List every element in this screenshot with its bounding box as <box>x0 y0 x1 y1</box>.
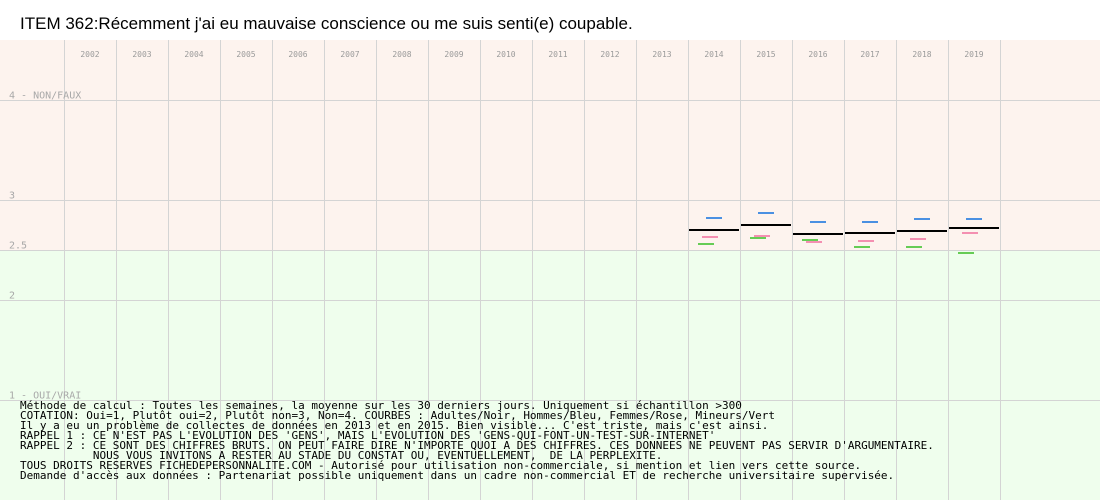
y-tick-label: 4 - NON/FAUX <box>9 91 81 102</box>
year-label-2017: 2017 <box>860 50 879 59</box>
year-label-2004: 2004 <box>184 50 203 59</box>
year-label-2009: 2009 <box>444 50 463 59</box>
note-rappel-2-cont: NOUS VOUS INVITONS A RESTER AU STADE DU … <box>20 449 663 462</box>
x-axis-years: 2002 2003 2004 2005 2006 2007 2008 2009 2010 2011… <box>80 50 983 59</box>
series-marks <box>689 212 999 254</box>
year-label-2011: 2011 <box>548 50 567 59</box>
note-data-access: Demande d'accès aux données : Partenaria… <box>20 469 895 482</box>
band-1 <box>0 250 1100 500</box>
year-label-2013: 2013 <box>652 50 671 59</box>
y-tick-label: 3 <box>9 191 15 202</box>
year-label-2003: 2003 <box>132 50 151 59</box>
note-method: Méthode de calcul : Toutes les semaines,… <box>20 399 742 412</box>
y-axis-labels: 4 - NON/FAUX 3 2.5 2 1 - OUI/VRAI <box>9 91 81 402</box>
year-label-2016: 2016 <box>808 50 827 59</box>
note-collect-problem: Il y a eu un problème de collectes de do… <box>20 419 769 432</box>
note-rights: TOUS DROITS RESERVES FICHEDEPERSONNALITE… <box>20 459 862 472</box>
year-label-2002: 2002 <box>80 50 99 59</box>
year-label-2015: 2015 <box>756 50 775 59</box>
y-tick-label: 2 <box>9 291 15 302</box>
background-bands <box>0 40 1100 500</box>
y-tick-label: 2.5 <box>9 241 27 252</box>
year-label-2005: 2005 <box>236 50 255 59</box>
note-rappel-1: RAPPEL 1 : CE N'EST PAS L'EVOLUTION DES … <box>20 429 716 442</box>
year-label-2019: 2019 <box>964 50 983 59</box>
footnotes: Méthode de calcul : Toutes les semaines,… <box>20 399 1090 482</box>
band-0 <box>0 40 1100 250</box>
note-cotation: COTATION: Oui=1, Plutôt oui=2, Plutôt no… <box>20 409 775 422</box>
y-tick-label: 1 - OUI/VRAI <box>9 391 81 402</box>
year-label-2018: 2018 <box>912 50 931 59</box>
year-label-2010: 2010 <box>496 50 515 59</box>
grid-lines <box>0 40 1100 500</box>
year-label-2007: 2007 <box>340 50 359 59</box>
year-label-2014: 2014 <box>704 50 723 59</box>
year-label-2008: 2008 <box>392 50 411 59</box>
year-label-2006: 2006 <box>288 50 307 59</box>
year-label-2012: 2012 <box>600 50 619 59</box>
note-rappel-2: RAPPEL 2 : CE SONT DES CHIFFRES BRUTS. O… <box>20 439 934 452</box>
chart-title: ITEM 362:Récemment j'ai eu mauvaise cons… <box>20 14 633 33</box>
